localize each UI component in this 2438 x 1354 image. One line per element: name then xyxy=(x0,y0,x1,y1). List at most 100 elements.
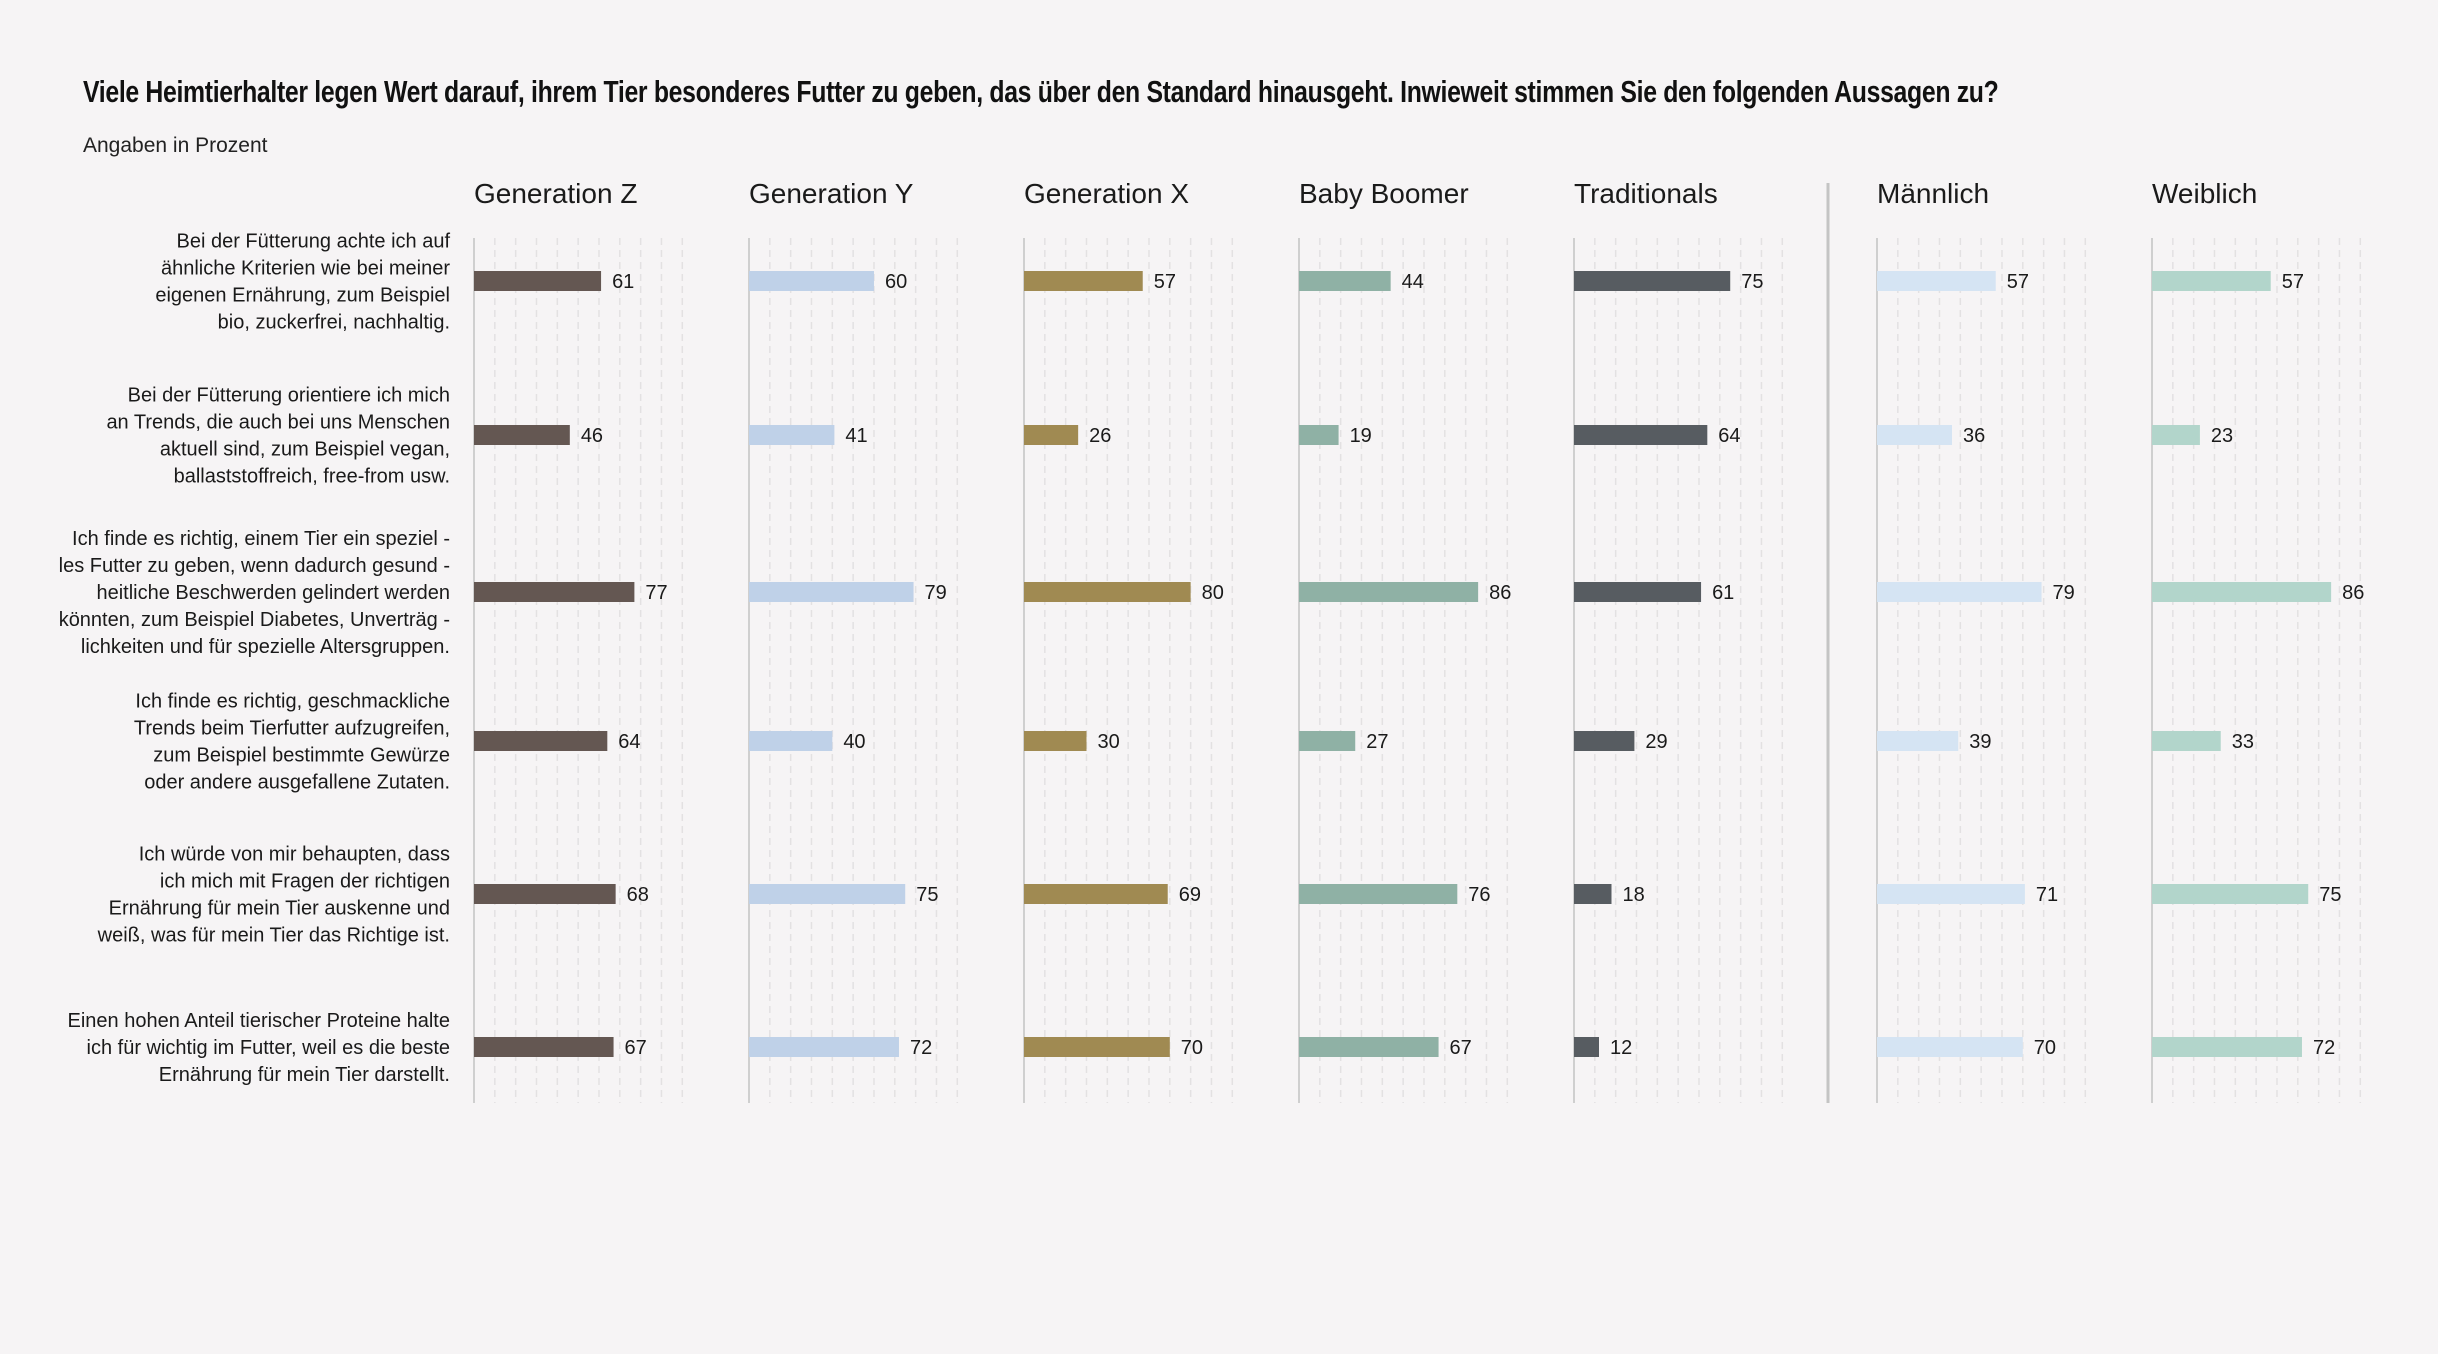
bar xyxy=(749,271,874,291)
bar xyxy=(2152,1037,2302,1057)
bar xyxy=(749,582,914,602)
row-label-line: Einen hohen Anteil tierischer Proteine h… xyxy=(68,1010,450,1032)
row-label: Bei der Fütterung achte ich auf ähnliche … xyxy=(155,231,450,334)
bar xyxy=(1574,425,1708,445)
data-label: 27 xyxy=(1366,731,1388,753)
panel-title: Weiblich xyxy=(2152,178,2257,209)
data-label: 64 xyxy=(1718,425,1740,447)
row-label-line: Ich würde von mir behaupten, dass xyxy=(139,844,450,866)
bar xyxy=(749,731,833,751)
data-label: 72 xyxy=(2313,1037,2335,1059)
bar xyxy=(749,425,835,445)
bar xyxy=(1299,425,1339,445)
row-label-line: Ich finde es richtig, einem Tier ein spe… xyxy=(72,528,450,550)
data-label: 70 xyxy=(1181,1037,1203,1059)
bar xyxy=(1299,1037,1439,1057)
data-label: 61 xyxy=(1712,582,1734,604)
bar xyxy=(474,271,602,291)
row-label: Bei der Fütterung orientiere ich mich an … xyxy=(106,385,450,488)
bar xyxy=(1877,582,2042,602)
bar xyxy=(1877,425,1952,445)
bar xyxy=(1574,884,1612,904)
data-label: 67 xyxy=(1450,1037,1472,1059)
row-label-line: eigenen Ernährung, zum Beispiel xyxy=(155,285,450,307)
data-label: 19 xyxy=(1350,425,1372,447)
data-label: 76 xyxy=(1468,884,1490,906)
row-label-line: lichkeiten und für spezielle Altersgrupp… xyxy=(81,636,450,658)
data-label: 68 xyxy=(627,884,649,906)
row-label-line: Bei der Fütterung achte ich auf xyxy=(177,231,451,253)
bar xyxy=(1877,731,1959,751)
data-label: 86 xyxy=(2342,582,2364,604)
data-label: 40 xyxy=(843,731,865,753)
bar xyxy=(474,1037,614,1057)
panel-title: Generation Z xyxy=(474,178,637,209)
bar xyxy=(474,582,635,602)
row-label-line: ähnliche Kriterien wie bei meiner xyxy=(161,258,450,280)
data-label: 30 xyxy=(1097,731,1119,753)
data-label: 29 xyxy=(1645,731,1667,753)
bar xyxy=(1574,731,1635,751)
row-label-line: bio, zuckerfrei, nachhaltig. xyxy=(218,312,450,334)
bar xyxy=(2152,884,2309,904)
data-label: 70 xyxy=(2034,1037,2056,1059)
bar xyxy=(474,731,608,751)
panel-title: Generation X xyxy=(1024,178,1189,209)
panel-title: Männlich xyxy=(1877,178,1989,209)
bar xyxy=(2152,425,2200,445)
bar xyxy=(1299,884,1458,904)
bar xyxy=(1299,582,1479,602)
data-label: 60 xyxy=(885,271,907,293)
data-label: 75 xyxy=(916,884,938,906)
row-label-line: Bei der Fütterung orientiere ich mich xyxy=(128,385,450,407)
bar xyxy=(749,1037,899,1057)
row-label-line: könnten, zum Beispiel Diabetes, Unverträ… xyxy=(59,609,450,631)
row-label-line: Ernährung für mein Tier darstellt. xyxy=(159,1064,450,1086)
panel-title: Baby Boomer xyxy=(1299,178,1469,209)
bar xyxy=(1024,582,1191,602)
bar xyxy=(1024,1037,1170,1057)
data-label: 71 xyxy=(2036,884,2058,906)
bar xyxy=(474,425,570,445)
data-label: 61 xyxy=(612,271,634,293)
bar xyxy=(1024,731,1087,751)
data-label: 86 xyxy=(1489,582,1511,604)
row-label-line: heitliche Beschwerden gelindert werden xyxy=(96,582,450,604)
data-label: 80 xyxy=(1202,582,1224,604)
data-label: 39 xyxy=(1969,731,1991,753)
bar xyxy=(2152,582,2332,602)
data-label: 26 xyxy=(1089,425,1111,447)
data-label: 57 xyxy=(1154,271,1176,293)
data-label: 57 xyxy=(2282,271,2304,293)
row-label: Ich finde es richtig, geschmackliche Tren… xyxy=(134,691,450,794)
row-label-line: Trends beim Tierfutter aufzugreifen, xyxy=(134,718,450,740)
row-label-line: an Trends, die auch bei uns Menschen xyxy=(106,412,450,434)
data-label: 46 xyxy=(581,425,603,447)
chart-subtitle: Angaben in Prozent xyxy=(83,134,268,157)
bar xyxy=(1299,271,1391,291)
data-label: 23 xyxy=(2211,425,2233,447)
row-label-line: weiß, was für mein Tier das Richtige ist… xyxy=(97,925,450,947)
row-label-line: oder andere ausgefallene Zutaten. xyxy=(144,772,450,794)
data-label: 33 xyxy=(2232,731,2254,753)
bar xyxy=(2152,731,2221,751)
row-label: Ich finde es richtig, einem Tier ein spe… xyxy=(59,528,450,658)
row-label-line: les Futter zu geben, wenn dadurch gesund… xyxy=(59,555,450,577)
bar xyxy=(474,884,616,904)
data-label: 79 xyxy=(925,582,947,604)
data-label: 72 xyxy=(910,1037,932,1059)
data-label: 12 xyxy=(1610,1037,1632,1059)
row-label-line: ballaststoffreich, free-from usw. xyxy=(174,466,450,488)
data-label: 75 xyxy=(2319,884,2341,906)
panel-title: Traditionals xyxy=(1574,178,1718,209)
panel-title: Generation Y xyxy=(749,178,914,209)
bar xyxy=(2152,271,2271,291)
bar xyxy=(1024,884,1168,904)
data-label: 75 xyxy=(1741,271,1763,293)
data-label: 41 xyxy=(845,425,867,447)
bar xyxy=(1574,271,1731,291)
row-label-line: zum Beispiel bestimmte Gewürze xyxy=(153,745,450,767)
bar xyxy=(1877,271,1996,291)
bar xyxy=(1574,1037,1599,1057)
row-label-line: Ernährung für mein Tier auskenne und xyxy=(109,898,450,920)
